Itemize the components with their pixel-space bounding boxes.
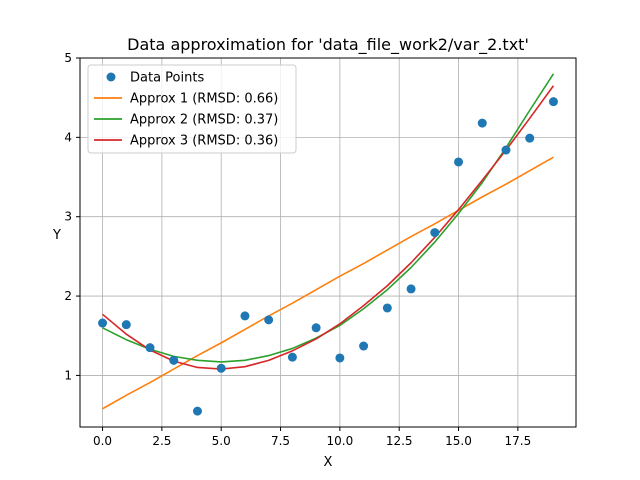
legend-label-1: Approx 1 (RMSD: 0.66)	[130, 92, 278, 107]
x-tick-label: 7.5	[271, 434, 290, 448]
plot-frame	[79, 57, 577, 428]
data-point	[335, 353, 345, 363]
data-point	[406, 284, 416, 294]
data-point	[98, 318, 108, 328]
points-layer	[98, 97, 558, 416]
x-tick-label: 10.0	[327, 434, 354, 448]
data-point	[311, 323, 321, 333]
y-axis-label: Y	[52, 228, 61, 243]
data-point	[454, 157, 464, 167]
legend-marker-data-points	[106, 72, 116, 82]
data-point	[169, 355, 179, 365]
y-tick-label: 4	[64, 130, 72, 144]
data-point	[382, 303, 392, 313]
data-point	[525, 133, 535, 143]
y-ticks: 1 2 3 4 5	[64, 51, 80, 382]
data-point	[430, 228, 440, 238]
x-tick-label: 17.5	[504, 434, 531, 448]
data-point	[216, 363, 226, 373]
y-tick-label: 5	[64, 51, 72, 65]
chart-title: Data approximation for 'data_file_work2/…	[127, 35, 529, 55]
x-tick-label: 0.0	[93, 434, 112, 448]
x-tick-label: 12.5	[386, 434, 413, 448]
data-point	[240, 311, 250, 321]
data-point	[359, 341, 369, 351]
y-tick-label: 2	[64, 289, 72, 303]
data-point	[548, 97, 558, 107]
y-tick-label: 3	[64, 210, 72, 224]
series-line-1	[102, 156, 554, 410]
data-point	[192, 406, 202, 416]
x-axis-label: X	[324, 455, 333, 470]
legend-label-3: Approx 3 (RMSD: 0.36)	[130, 134, 278, 149]
data-point	[121, 320, 131, 330]
legend-box	[87, 64, 297, 154]
x-ticks: 0.0 2.5 5.0 7.5 10.0 12.5 15.0 17.5	[93, 427, 531, 448]
legend: Data Points Approx 1 (RMSD: 0.66) Approx 2…	[87, 64, 297, 154]
data-point	[287, 352, 297, 362]
data-point	[264, 315, 274, 325]
data-point	[477, 118, 487, 128]
data-point	[145, 343, 155, 353]
data-point	[501, 145, 511, 155]
x-tick-label: 5.0	[212, 434, 231, 448]
y-tick-label: 1	[64, 368, 72, 382]
legend-label-data-points: Data Points	[130, 71, 204, 86]
x-tick-label: 15.0	[445, 434, 472, 448]
x-tick-label: 2.5	[152, 434, 171, 448]
legend-label-2: Approx 2 (RMSD: 0.37)	[130, 113, 278, 128]
